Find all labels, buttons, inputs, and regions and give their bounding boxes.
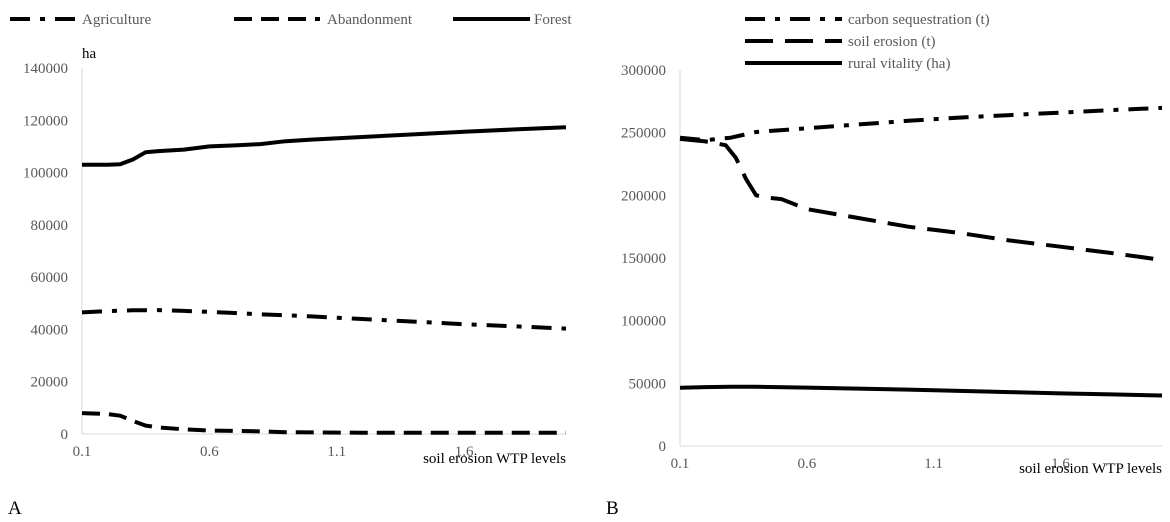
y-tick-label: 150000	[621, 251, 666, 267]
x-tick-label: 0.1	[671, 456, 690, 472]
y-tick-label: 100000	[23, 166, 68, 182]
series-line-carbon-sequestration-t	[679, 105, 1163, 143]
legend-label-rural-vitality-ha: rural vitality (ha)	[848, 56, 950, 72]
series-line-soil-erosion-t	[679, 136, 1163, 262]
series-line-rural-vitality-ha	[679, 384, 1163, 398]
x-tick-label: 0.1	[73, 444, 92, 460]
y-tick-label: 60000	[31, 270, 69, 286]
y-tick-label: 0	[61, 427, 69, 443]
y-tick-label: 20000	[31, 375, 69, 391]
series-line-agriculture	[81, 308, 567, 331]
x-tick-label: 0.6	[797, 456, 816, 472]
y-tick-label: 40000	[31, 322, 69, 338]
y-tick-label: 120000	[23, 113, 68, 129]
x-axis-label: soil erosion WTP levels	[1019, 461, 1162, 477]
y-tick-label: 200000	[621, 188, 666, 204]
legend-label-carbon-sequestration-t: carbon sequestration (t)	[848, 12, 990, 28]
series-line-abandonment	[81, 411, 566, 435]
y-tick-label: 50000	[629, 376, 667, 392]
y-axis-label: ha	[82, 46, 97, 62]
y-tick-label: 250000	[621, 126, 666, 142]
panel-label: B	[606, 498, 619, 519]
legend-label-abandonment: Abandonment	[327, 12, 413, 28]
legend-label-forest: Forest	[534, 12, 572, 28]
legend-label-agriculture: Agriculture	[82, 12, 151, 28]
panel-label: A	[8, 498, 22, 519]
y-tick-label: 100000	[621, 314, 666, 330]
chart-panel-A: 0 20000 40000 60000 80000 100000 120000 140000 0…	[8, 12, 572, 519]
y-tick-label: 0	[659, 439, 667, 455]
series-line-forest	[82, 125, 567, 167]
x-axis-label: soil erosion WTP levels	[423, 451, 566, 467]
x-tick-label: 1.1	[327, 444, 346, 460]
y-tick-label: 300000	[621, 63, 666, 79]
y-tick-label: 80000	[31, 218, 69, 234]
x-tick-label: 1.1	[924, 456, 943, 472]
x-tick-label: 1.6	[455, 444, 474, 460]
x-tick-label: 0.6	[200, 444, 219, 460]
y-tick-label: 140000	[23, 61, 68, 77]
legend-label-soil-erosion-t: soil erosion (t)	[848, 34, 936, 50]
chart-panel-B: 0 50000 100000 150000 200000 250000 300000 0.1 0…	[606, 12, 1163, 519]
x-tick-label: 1.6	[1051, 456, 1070, 472]
